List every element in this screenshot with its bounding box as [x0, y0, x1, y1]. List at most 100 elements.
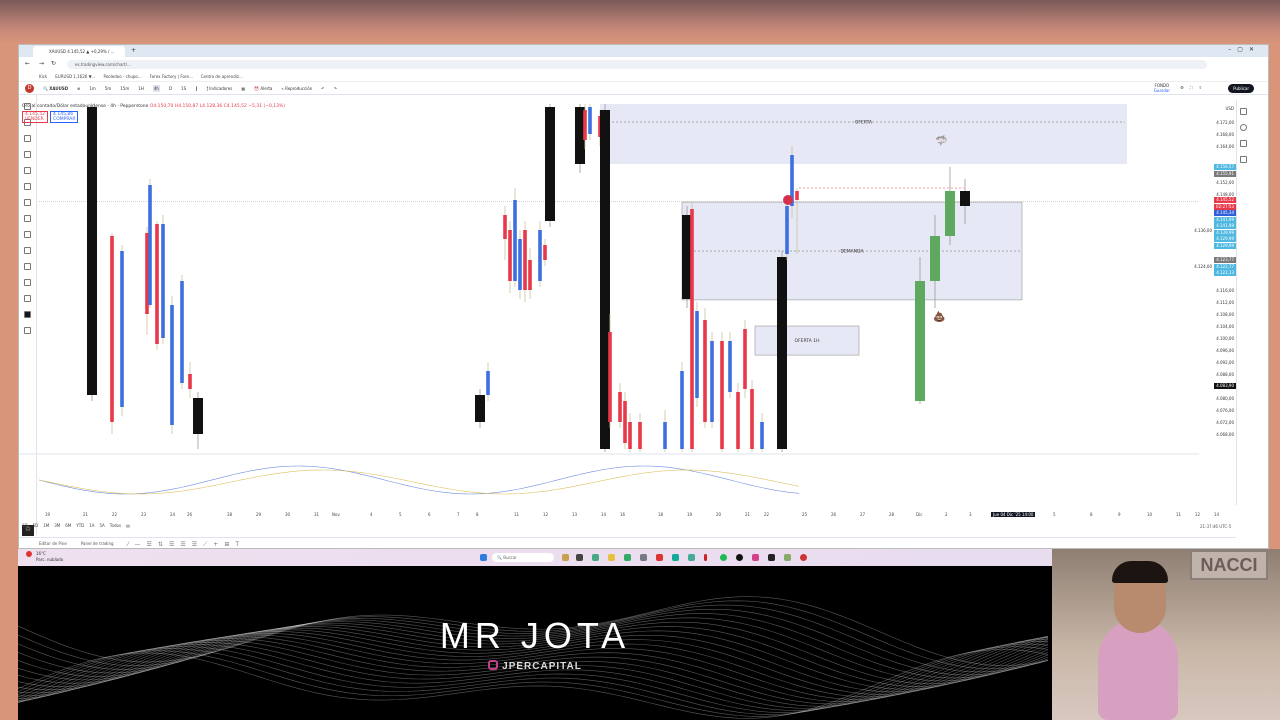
bookmark[interactable]: Kick	[39, 74, 48, 79]
tradingview-icon[interactable]	[768, 554, 775, 561]
time-label: 12	[1195, 512, 1201, 517]
range-1m[interactable]: 1M	[43, 523, 50, 528]
alerts-icon[interactable]	[1240, 124, 1247, 131]
tab-pine-editor[interactable]: Editor de Pine	[39, 541, 67, 546]
candle-body	[915, 281, 925, 401]
indicators-button[interactable]: ƒ Indicadores	[206, 85, 233, 91]
candle-body	[736, 392, 740, 449]
interval-15m[interactable]: 15m	[120, 85, 130, 91]
app-icon[interactable]	[624, 554, 631, 561]
magnet-icon[interactable]	[24, 263, 31, 270]
person-hair	[1112, 561, 1168, 583]
redo-icon[interactable]: ↷	[333, 85, 337, 91]
netflix-icon[interactable]	[704, 554, 707, 561]
chrome-icon[interactable]	[688, 554, 695, 561]
range-1a[interactable]: 1A	[89, 523, 95, 528]
layers-icon[interactable]	[1240, 140, 1247, 147]
price-chart[interactable]: OFERTA DEMANDA OFERTA 1H 🦈 💩	[19, 50, 1199, 505]
user-avatar[interactable]: D	[25, 83, 34, 93]
window-controls[interactable]: –▢✕	[1228, 46, 1260, 53]
watchlist-icon[interactable]	[1240, 108, 1247, 115]
range-5d[interactable]: 5D	[32, 523, 39, 528]
reload-icon[interactable]: ↻	[51, 60, 57, 67]
app-icon[interactable]	[800, 554, 807, 561]
drawing-shortcuts[interactable]: ⁄—☰⇅☰☰☰⟋+⊞T	[127, 541, 246, 548]
bookmark[interactable]: Forex Factory | Fore...	[149, 74, 193, 79]
clock[interactable]: 21:37:46 UTC-5	[1200, 524, 1232, 529]
app-icon[interactable]	[576, 554, 583, 561]
bookmark[interactable]: Centro de aprendiz...	[200, 74, 243, 79]
interval-1h[interactable]: 1H	[138, 85, 144, 91]
active-tool-icon[interactable]	[24, 311, 31, 318]
calendar-icon[interactable]: ▤	[126, 523, 130, 528]
candle-body	[543, 245, 547, 260]
time-axis[interactable]: 19 21 22 23 24 26 28 29 30 31 Nov 4 5 6 7 8 11 12 13 14 16 18…	[19, 509, 1236, 521]
instagram-icon[interactable]	[752, 554, 759, 561]
chat-icon[interactable]	[1240, 156, 1247, 163]
app-icon[interactable]	[562, 554, 569, 561]
time-label: 25	[802, 512, 808, 517]
layout-name[interactable]: FONDO Guardar	[1153, 83, 1170, 93]
interval-1s[interactable]: 1S	[181, 85, 187, 91]
symbol-search[interactable]: 🔍 XAUUSD	[43, 85, 69, 91]
browser-tab[interactable]: XAUUSD 4.145,52 ▲ +0,29% / ...	[33, 46, 125, 57]
spotify-icon[interactable]	[720, 554, 727, 561]
eye-icon[interactable]	[24, 295, 31, 302]
app-icon[interactable]	[640, 554, 647, 561]
alert-button[interactable]: ⏰ Alerta	[254, 85, 273, 91]
tiktok-icon[interactable]	[736, 554, 743, 561]
zoom-icon[interactable]	[24, 247, 31, 254]
url-input[interactable]: es.tradingview.com/chart/...	[67, 60, 1207, 69]
bookmark[interactable]: EURUSD 1,1626 ▼...	[55, 74, 96, 79]
weather-icon[interactable]	[26, 551, 32, 557]
interval-5m[interactable]: 5m	[104, 85, 112, 91]
range-1d[interactable]: 1D	[22, 523, 28, 528]
buy-button[interactable]: 4.145,86 COMPRAR	[50, 111, 79, 123]
explorer-icon[interactable]	[608, 554, 615, 561]
pattern-icon[interactable]	[24, 151, 31, 158]
fib-icon[interactable]	[24, 135, 31, 142]
trash-icon[interactable]	[24, 327, 31, 334]
bookmark[interactable]: Pooledoo - chupo...	[103, 74, 142, 79]
text-icon[interactable]	[24, 199, 31, 206]
time-label: 12	[543, 512, 549, 517]
range-5a[interactable]: 5A	[99, 523, 105, 528]
price-axis[interactable]: USD 4.156,57 4.155,91 4.145,52 02:27:53 4.14…	[1194, 50, 1236, 460]
edge-icon[interactable]	[672, 554, 679, 561]
layouts-icon[interactable]: ▦	[241, 85, 246, 91]
range-6m[interactable]: 6M	[65, 523, 72, 528]
sell-button[interactable]: 4.145,52 VENDER	[22, 111, 49, 123]
watchlist-star-icon[interactable]: ☆	[22, 525, 34, 536]
weather-widget[interactable]: 16°C Parc. nublado	[36, 551, 64, 562]
replay-button[interactable]: « Reproducción	[281, 85, 313, 91]
opera-icon[interactable]	[656, 554, 663, 561]
app-icon[interactable]	[592, 554, 599, 561]
candles-type-icon[interactable]: ┃	[195, 85, 198, 91]
range-all[interactable]: Todos	[109, 523, 122, 528]
interval-1m[interactable]: 1m	[89, 85, 96, 91]
lock-icon[interactable]	[24, 279, 31, 286]
back-icon[interactable]: ←	[25, 60, 31, 67]
projection-icon[interactable]	[24, 167, 31, 174]
publish-button[interactable]: Publicar	[1228, 84, 1254, 93]
brush-icon[interactable]	[24, 183, 31, 190]
tab-trading-panel[interactable]: Panel de trading	[80, 541, 114, 546]
range-ytd[interactable]: YTD	[76, 523, 85, 528]
currency-label[interactable]: USD	[1225, 106, 1234, 111]
start-icon[interactable]	[480, 554, 487, 561]
emoji-icon[interactable]	[24, 215, 31, 222]
measure-icon[interactable]	[24, 231, 31, 238]
wall-sign: NACCI	[1190, 550, 1268, 580]
interval-d[interactable]: D	[168, 85, 173, 91]
crosshair-icon[interactable]	[24, 103, 31, 110]
app-icon[interactable]	[784, 554, 791, 561]
forward-icon[interactable]: →	[39, 60, 45, 67]
new-tab-icon[interactable]: +	[131, 47, 137, 54]
price-badge: 4.155,91	[1214, 170, 1236, 177]
toolbar-right-icons[interactable]: ⚙⛶⇪	[1180, 85, 1208, 90]
taskbar-search[interactable]: 🔍 Buscar	[492, 553, 554, 562]
compare-icon[interactable]: ⊕	[77, 85, 81, 91]
range-3m[interactable]: 3M	[54, 523, 61, 528]
interval-4h[interactable]: 4h	[152, 84, 160, 92]
undo-icon[interactable]: ↶	[321, 85, 325, 91]
